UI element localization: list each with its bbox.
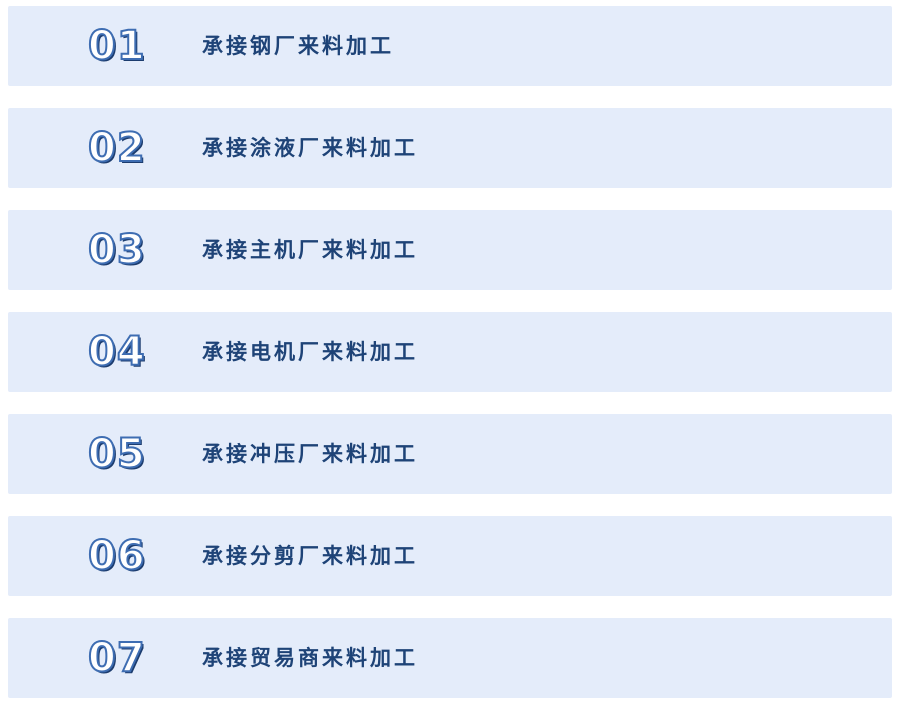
item-label: 承接涂液厂来料加工: [202, 135, 418, 160]
item-number: 06: [87, 533, 146, 579]
list-item: 01 承接钢厂来料加工: [8, 6, 892, 86]
item-label: 承接冲压厂来料加工: [202, 441, 418, 466]
item-number: 02: [87, 125, 146, 171]
item-label: 承接贸易商来料加工: [202, 645, 418, 670]
list-item: 07 承接贸易商来料加工: [8, 618, 892, 698]
list-item: 04 承接电机厂来料加工: [8, 312, 892, 392]
list-item: 06 承接分剪厂来料加工: [8, 516, 892, 596]
item-label: 承接分剪厂来料加工: [202, 543, 418, 568]
item-label: 承接钢厂来料加工: [202, 33, 394, 58]
item-number: 01: [87, 23, 146, 69]
item-number: 05: [87, 431, 146, 477]
list-item: 03 承接主机厂来料加工: [8, 210, 892, 290]
item-number: 03: [87, 227, 146, 273]
item-number: 04: [87, 329, 146, 375]
item-label: 承接电机厂来料加工: [202, 339, 418, 364]
item-label: 承接主机厂来料加工: [202, 237, 418, 262]
list-item: 05 承接冲压厂来料加工: [8, 414, 892, 494]
list-item: 02 承接涂液厂来料加工: [8, 108, 892, 188]
item-number: 07: [87, 635, 146, 681]
